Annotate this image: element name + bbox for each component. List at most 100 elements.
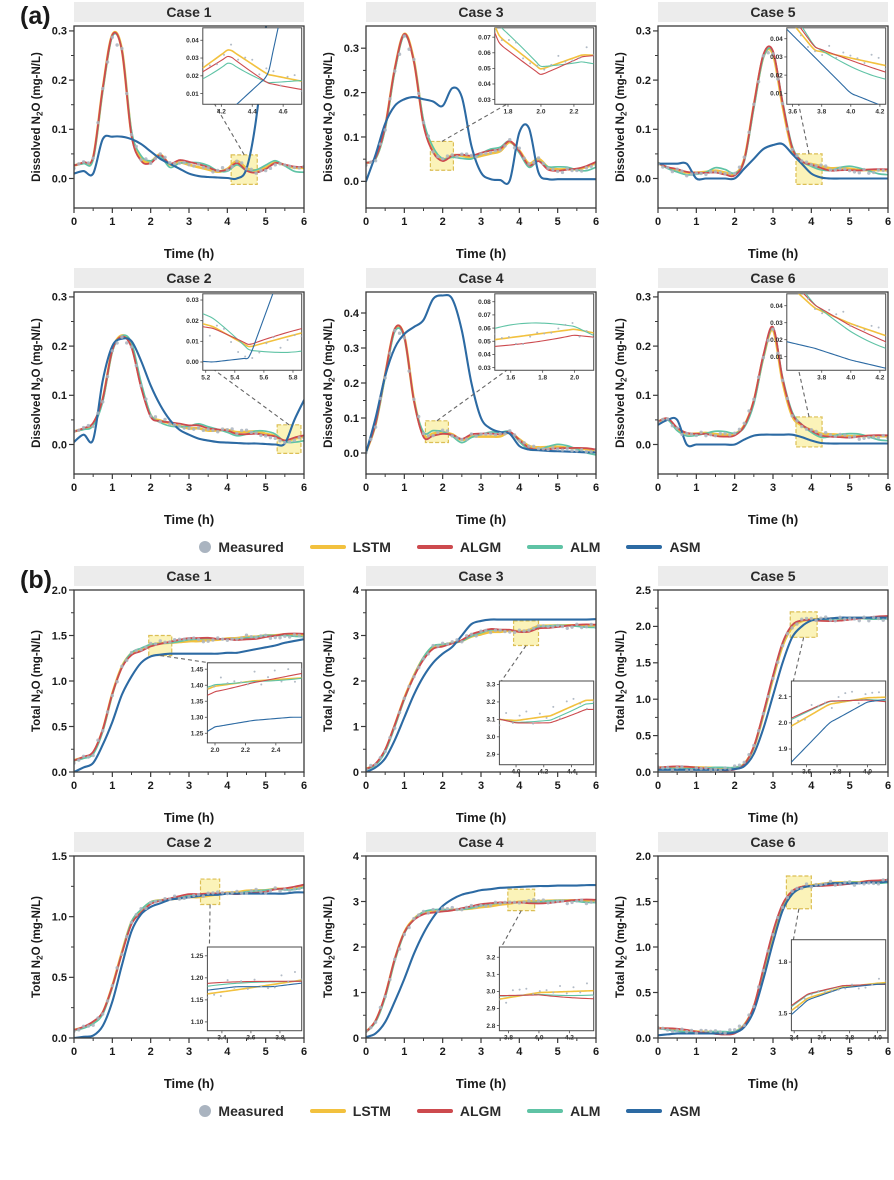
svg-text:6: 6 xyxy=(593,216,599,228)
alm-line-swatch xyxy=(527,545,564,549)
svg-text:4.2: 4.2 xyxy=(565,1035,574,1042)
svg-text:0.05: 0.05 xyxy=(478,338,491,345)
svg-text:Total N2O (mg-N/L): Total N2O (mg-N/L) xyxy=(615,630,629,732)
svg-text:1.0: 1.0 xyxy=(636,694,651,706)
svg-text:0.03: 0.03 xyxy=(770,54,783,61)
svg-text:Total N2O (mg-N/L): Total N2O (mg-N/L) xyxy=(31,896,45,998)
svg-text:2: 2 xyxy=(353,942,359,954)
svg-text:4.0: 4.0 xyxy=(846,374,855,381)
svg-text:0.03: 0.03 xyxy=(186,55,199,62)
svg-text:Dissolved N2O (mg-N/L): Dissolved N2O (mg-N/L) xyxy=(323,52,337,182)
svg-text:0.3: 0.3 xyxy=(52,292,67,304)
svg-text:6: 6 xyxy=(885,780,891,792)
legend-panel-a: Measured LSTM ALGM ALM ASM xyxy=(6,534,894,560)
svg-text:4.0: 4.0 xyxy=(863,769,872,776)
svg-text:0.3: 0.3 xyxy=(344,343,359,355)
svg-text:0.5: 0.5 xyxy=(52,721,67,733)
subplot-b-case-2: Case 2 0 1 2 3 4 5 6 0.0 0.5 1.0 1.5 Time (h) Total … xyxy=(28,832,312,1096)
svg-text:4: 4 xyxy=(516,216,523,228)
svg-text:4.0: 4.0 xyxy=(512,769,521,776)
svg-text:0.03: 0.03 xyxy=(186,297,199,304)
svg-text:0.5: 0.5 xyxy=(52,972,67,984)
svg-text:5: 5 xyxy=(263,1046,269,1058)
case-title: Case 2 xyxy=(74,832,304,852)
svg-text:1: 1 xyxy=(693,216,699,228)
svg-text:0.2: 0.2 xyxy=(636,341,651,353)
svg-text:Time (h): Time (h) xyxy=(164,810,214,825)
svg-text:3: 3 xyxy=(770,780,776,792)
svg-text:3: 3 xyxy=(353,896,359,908)
svg-text:2.1: 2.1 xyxy=(778,694,787,701)
svg-text:Time (h): Time (h) xyxy=(748,246,798,261)
svg-text:Time (h): Time (h) xyxy=(164,1076,214,1091)
svg-text:0.02: 0.02 xyxy=(770,337,783,344)
svg-text:0.06: 0.06 xyxy=(478,50,491,57)
svg-text:4: 4 xyxy=(224,780,231,792)
panel-a: (a) Case 1 0 1 2 3 4 5 6 0.0 0.1 0.2 0.3 Time (h) Di… xyxy=(0,0,894,560)
svg-text:0: 0 xyxy=(71,482,77,494)
svg-text:1.5: 1.5 xyxy=(52,630,67,642)
svg-text:0.3: 0.3 xyxy=(52,26,67,38)
svg-text:1.5: 1.5 xyxy=(636,896,651,908)
svg-text:4: 4 xyxy=(224,482,231,494)
svg-text:1.25: 1.25 xyxy=(191,730,204,737)
legend-label: Measured xyxy=(218,1103,284,1119)
svg-text:0.04: 0.04 xyxy=(478,352,491,359)
svg-text:0.0: 0.0 xyxy=(52,439,67,451)
svg-text:0.01: 0.01 xyxy=(770,354,783,361)
svg-text:0.02: 0.02 xyxy=(186,318,199,325)
svg-text:2.9: 2.9 xyxy=(486,751,495,758)
svg-text:2: 2 xyxy=(440,1046,446,1058)
subplot-a-case-2: Case 2 0 1 2 3 4 5 6 0.0 0.1 0.2 0.3 Time (h) Dissol… xyxy=(28,268,312,532)
svg-text:1: 1 xyxy=(109,1046,115,1058)
case-title: Case 6 xyxy=(658,832,888,852)
svg-text:5.6: 5.6 xyxy=(259,374,268,381)
svg-text:1.45: 1.45 xyxy=(191,666,204,673)
svg-text:2.0: 2.0 xyxy=(536,108,545,115)
svg-text:0.01: 0.01 xyxy=(186,339,199,346)
svg-text:4: 4 xyxy=(224,216,231,228)
svg-text:2.8: 2.8 xyxy=(486,1023,495,1030)
svg-text:0.2: 0.2 xyxy=(636,75,651,87)
svg-text:3.8: 3.8 xyxy=(845,1035,854,1042)
svg-text:Time (h): Time (h) xyxy=(456,246,506,261)
svg-text:0: 0 xyxy=(655,780,661,792)
svg-text:0: 0 xyxy=(363,780,369,792)
subplot-b-case-6: Case 6 0 1 2 3 4 5 6 0.0 0.5 1.0 1.5 2.0 Time (h) Tot… xyxy=(612,832,894,1096)
case-title: Case 1 xyxy=(74,566,304,586)
svg-text:Total N2O (mg-N/L): Total N2O (mg-N/L) xyxy=(323,896,337,998)
subplot-a-case-3: Case 3 0 1 2 3 4 5 6 0.0 0.1 0.2 0.3 Time (h) Dissol… xyxy=(320,2,604,266)
subplot-b-case-3: Case 3 0 1 2 3 4 5 6 0 1 2 3 4 Time (h) Total N2O (mg… xyxy=(320,566,604,830)
svg-text:0.03: 0.03 xyxy=(478,97,491,104)
svg-text:1: 1 xyxy=(353,721,359,733)
svg-text:5: 5 xyxy=(847,1046,853,1058)
legend-item-alm: ALM xyxy=(527,539,600,555)
svg-text:3: 3 xyxy=(478,1046,484,1058)
lstm-line-swatch xyxy=(309,1109,346,1113)
panel-b-grid: Case 1 0 1 2 3 4 5 6 0.0 0.5 1.0 1.5 2.0 Time (h) Tot… xyxy=(28,566,894,1096)
svg-text:2: 2 xyxy=(148,1046,154,1058)
subplot-b-case-5: Case 5 0 1 2 3 4 5 6 0.0 0.5 1.0 1.5 2.0 2.5 Time (h)… xyxy=(612,566,894,830)
svg-text:0.0: 0.0 xyxy=(344,448,359,460)
svg-text:5: 5 xyxy=(555,780,561,792)
svg-text:1.0: 1.0 xyxy=(52,676,67,688)
svg-text:0.2: 0.2 xyxy=(344,378,359,390)
svg-text:1.8: 1.8 xyxy=(778,959,787,966)
svg-text:4: 4 xyxy=(224,1046,231,1058)
svg-text:4.2: 4.2 xyxy=(217,108,226,115)
svg-text:2.0: 2.0 xyxy=(778,720,787,727)
svg-text:6: 6 xyxy=(885,216,891,228)
algm-line-swatch xyxy=(416,1109,453,1113)
svg-text:0.02: 0.02 xyxy=(186,73,199,80)
svg-text:3.8: 3.8 xyxy=(275,1035,284,1042)
svg-text:3.6: 3.6 xyxy=(817,1035,826,1042)
svg-text:2.4: 2.4 xyxy=(271,747,280,754)
measured-dot-swatch xyxy=(199,541,212,553)
svg-text:1: 1 xyxy=(401,216,407,228)
chart-canvas-b-case-1: 0 1 2 3 4 5 6 0.0 0.5 1.0 1.5 2.0 Time (h) Total N2O … xyxy=(31,586,307,825)
svg-text:0.5: 0.5 xyxy=(636,730,651,742)
svg-text:3.6: 3.6 xyxy=(788,108,797,115)
svg-text:2: 2 xyxy=(353,676,359,688)
svg-text:4.0: 4.0 xyxy=(846,108,855,115)
case-title: Case 5 xyxy=(658,566,888,586)
